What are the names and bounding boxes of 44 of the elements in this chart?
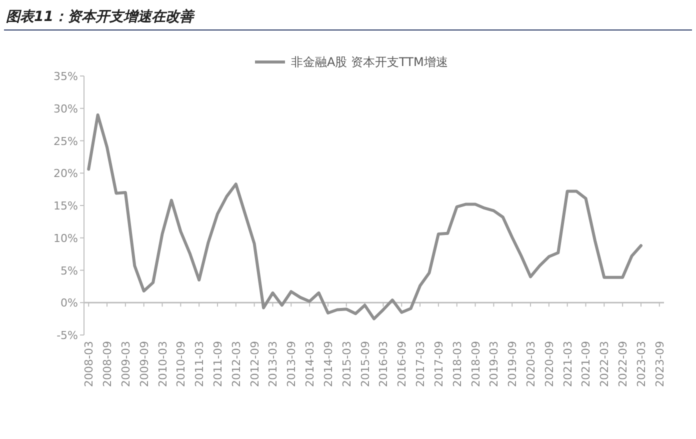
x-tick-label: 2015-09	[358, 341, 372, 387]
y-tick-label: 20%	[54, 167, 78, 180]
x-tick-label: 2013-09	[285, 341, 298, 387]
x-tick-label: 2010-09	[174, 341, 188, 387]
x-tick-label: 2019-09	[506, 341, 520, 387]
y-tick-label: 30%	[54, 102, 78, 116]
y-tick-label: 25%	[54, 134, 78, 148]
x-tick-label: 2008-09	[101, 341, 114, 387]
x-tick-label: 2009-03	[119, 341, 132, 387]
x-tick-label: 2014-09	[322, 341, 335, 387]
y-tick-label: 10%	[54, 232, 78, 245]
x-tick-label: 2009-09	[138, 341, 151, 387]
y-tick-label: 35%	[54, 70, 78, 83]
x-tick-label: 2016-09	[396, 341, 409, 387]
x-tick-label: 2014-03	[304, 341, 317, 387]
x-tick-label: 2011-03	[193, 341, 206, 387]
y-tick-label: -5%	[56, 329, 78, 342]
x-tick-label: 2018-09	[469, 341, 482, 387]
y-tick-label: 5%	[60, 264, 78, 278]
x-tick-label: 2021-09	[580, 341, 593, 387]
x-tick-label: 2020-03	[524, 341, 538, 387]
x-tick-label: 2022-03	[598, 341, 612, 387]
x-tick-label: 2011-09	[211, 341, 224, 387]
x-tick-label: 2021-03	[561, 341, 574, 387]
x-tick-label: 2018-03	[450, 341, 464, 387]
chart-title: 图表11：资本开支增速在改善	[6, 8, 196, 25]
x-tick-label: 2013-03	[266, 341, 280, 387]
x-tick-label: 2016-03	[377, 341, 390, 387]
y-tick-label: 0%	[60, 296, 78, 310]
x-tick-label: 2023-09	[653, 341, 666, 387]
y-tick-label: 15%	[54, 200, 78, 212]
x-tick-label: 2022-09	[616, 341, 630, 387]
x-tick-label: 2020-09	[542, 341, 556, 387]
line-series	[87, 113, 642, 320]
legend-label: 非金融A股 资本开支TTM增速	[291, 55, 448, 69]
x-tick-label: 2017-03	[414, 341, 428, 387]
x-tick-label: 2019-03	[488, 341, 501, 387]
x-tick-label: 2023-03	[634, 341, 648, 387]
x-tick-label: 2015-03	[340, 341, 354, 387]
x-tick-label: 2012-09	[248, 341, 262, 387]
x-tick-label: 2012-03	[230, 341, 243, 387]
x-tick-label: 2017-09	[432, 341, 446, 387]
x-tick-label: 2010-03	[156, 341, 170, 387]
x-tick-label: 2008-03	[82, 341, 96, 387]
